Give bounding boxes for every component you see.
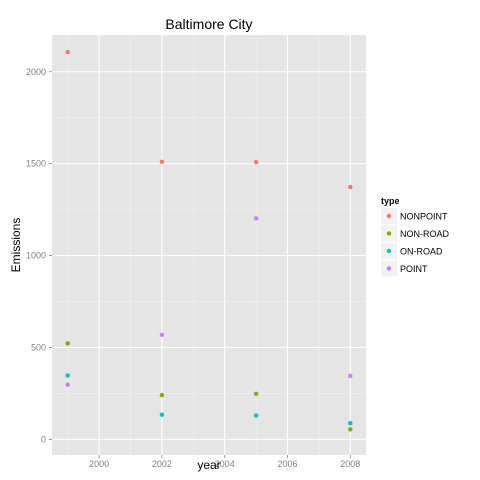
data-point-non-road: [65, 341, 70, 346]
minor-gridlines: [52, 35, 366, 455]
x-tick-label: 2004: [215, 459, 235, 469]
legend: type NONPOINT NON-ROAD ON-ROAD POINT: [381, 196, 449, 277]
legend-marker: [386, 231, 392, 236]
y-tick-label: 2000: [26, 67, 46, 77]
legend-marker: [386, 266, 392, 271]
legend-item-nonpoint: NONPOINT: [381, 208, 448, 224]
x-tick-label: 2002: [152, 459, 172, 469]
legend-label: POINT: [400, 264, 428, 274]
legend-title: type: [381, 196, 400, 206]
x-tick-label: 2000: [89, 459, 109, 469]
legend-marker: [386, 248, 392, 254]
data-point-nonpoint: [253, 159, 259, 165]
y-tick-label: 0: [41, 434, 46, 444]
y-axis-title: Emissions: [9, 218, 23, 273]
legend-label: NONPOINT: [400, 212, 448, 222]
major-gridlines: [52, 35, 366, 455]
legend-item-non-road: NON-ROAD: [381, 225, 449, 242]
data-point-point: [253, 216, 259, 221]
x-axis-ticks: 2000 2002 2004 2006 2008: [89, 455, 360, 469]
data-point-point: [348, 373, 353, 379]
data-point-nonpoint: [348, 184, 353, 190]
legend-item-point: POINT: [381, 260, 428, 277]
data-point-nonpoint: [65, 49, 70, 55]
data-point-on-road: [159, 412, 165, 417]
y-tick-label: 1500: [26, 159, 46, 169]
legend-label: ON-ROAD: [400, 247, 443, 257]
x-axis-title: year: [197, 458, 220, 472]
legend-marker: [386, 213, 392, 219]
legend-label: NON-ROAD: [400, 229, 449, 239]
plot-panel: [52, 35, 366, 455]
y-tick-label: 500: [31, 342, 46, 352]
data-point-on-road: [253, 413, 259, 418]
x-tick-label: 2008: [340, 459, 360, 469]
data-point-point: [159, 332, 165, 337]
data-point-non-road: [253, 391, 259, 396]
data-point-non-road: [159, 392, 165, 398]
x-tick-label: 2006: [277, 459, 297, 469]
data-point-on-road: [65, 373, 70, 378]
y-tick-label: 1000: [26, 251, 46, 261]
data-point-non-road: [348, 427, 353, 432]
data-point-point: [65, 382, 70, 387]
legend-item-on-road: ON-ROAD: [381, 243, 443, 259]
data-point-on-road: [348, 421, 353, 426]
y-axis-ticks: 0 500 1000 1500 2000: [26, 67, 52, 444]
data-points: [65, 49, 353, 432]
chart-title: Baltimore City: [165, 16, 252, 32]
data-point-nonpoint: [159, 159, 165, 165]
